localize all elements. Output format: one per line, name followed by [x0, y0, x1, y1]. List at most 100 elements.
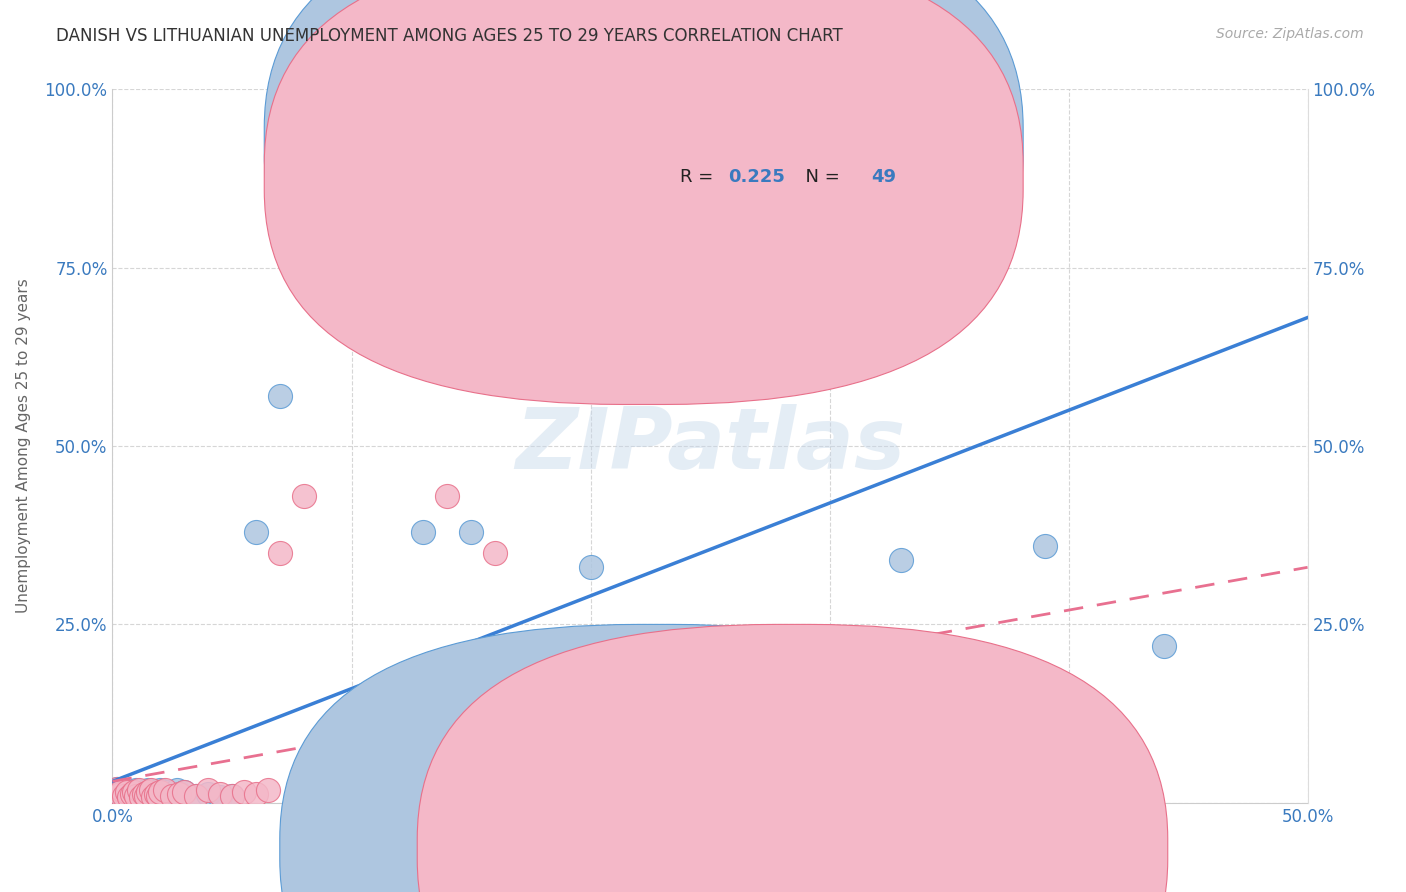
- Point: [142, 790, 165, 805]
- Point: [111, 783, 134, 797]
- Point: [543, 653, 565, 667]
- Point: [818, 789, 841, 803]
- Text: Source: ZipAtlas.com: Source: ZipAtlas.com: [1216, 27, 1364, 41]
- Point: [496, 639, 519, 653]
- Point: [135, 789, 157, 803]
- Point: [139, 783, 162, 797]
- Point: [153, 789, 176, 803]
- Point: [128, 790, 150, 805]
- Point: [352, 103, 374, 118]
- Point: [114, 789, 135, 803]
- Text: 49: 49: [872, 168, 897, 186]
- Point: [108, 785, 131, 799]
- Point: [616, 789, 638, 803]
- Point: [257, 783, 280, 797]
- Point: [111, 789, 134, 803]
- Point: [245, 787, 267, 801]
- Point: [209, 787, 232, 801]
- Point: [122, 789, 145, 803]
- Point: [122, 785, 145, 799]
- Point: [173, 785, 195, 799]
- Point: [118, 790, 141, 805]
- Point: [121, 785, 143, 799]
- Text: N =: N =: [793, 132, 845, 150]
- Point: [890, 785, 912, 799]
- Point: [125, 789, 148, 803]
- Point: [115, 785, 138, 799]
- Point: [142, 787, 165, 801]
- Point: [138, 783, 160, 797]
- Point: [460, 524, 482, 539]
- FancyBboxPatch shape: [280, 624, 1031, 892]
- Point: [146, 789, 169, 803]
- Point: [221, 789, 243, 803]
- Text: N =: N =: [793, 168, 845, 186]
- Point: [135, 789, 157, 803]
- Point: [890, 553, 912, 567]
- Point: [412, 789, 434, 803]
- Point: [129, 790, 152, 805]
- Point: [579, 560, 602, 574]
- Point: [723, 789, 745, 803]
- Point: [105, 781, 128, 796]
- Point: [149, 783, 172, 797]
- Point: [152, 787, 174, 801]
- Point: [364, 789, 387, 803]
- Text: 42: 42: [872, 132, 897, 150]
- Point: [132, 785, 155, 799]
- FancyBboxPatch shape: [264, 0, 1024, 368]
- Text: ZIPatlas: ZIPatlas: [515, 404, 905, 488]
- Point: [173, 785, 195, 799]
- Point: [139, 790, 162, 805]
- Point: [169, 787, 191, 801]
- Point: [269, 389, 291, 403]
- Point: [245, 524, 267, 539]
- Point: [162, 789, 183, 803]
- Point: [115, 790, 138, 805]
- Text: DANISH VS LITHUANIAN UNEMPLOYMENT AMONG AGES 25 TO 29 YEARS CORRELATION CHART: DANISH VS LITHUANIAN UNEMPLOYMENT AMONG …: [56, 27, 844, 45]
- Text: R =: R =: [681, 168, 718, 186]
- Text: Lithuanians: Lithuanians: [818, 840, 914, 858]
- Point: [121, 787, 143, 801]
- Point: [675, 653, 697, 667]
- Point: [197, 787, 219, 801]
- Point: [1153, 639, 1175, 653]
- Point: [579, 667, 602, 681]
- Point: [125, 783, 148, 797]
- Point: [138, 785, 160, 799]
- Point: [233, 785, 256, 799]
- Text: Danes: Danes: [681, 840, 733, 858]
- Point: [950, 789, 973, 803]
- Text: R =: R =: [681, 132, 718, 150]
- Point: [118, 787, 141, 801]
- Point: [436, 489, 458, 503]
- Point: [1033, 539, 1056, 553]
- Point: [770, 787, 793, 801]
- Point: [388, 787, 411, 801]
- Point: [484, 546, 506, 560]
- Point: [221, 789, 243, 803]
- Point: [145, 785, 167, 799]
- Point: [128, 783, 150, 797]
- Point: [114, 783, 135, 797]
- Point: [340, 785, 363, 799]
- Y-axis label: Unemployment Among Ages 25 to 29 years: Unemployment Among Ages 25 to 29 years: [15, 278, 31, 614]
- Point: [153, 783, 176, 797]
- Point: [162, 787, 183, 801]
- Point: [197, 783, 219, 797]
- Point: [145, 787, 167, 801]
- Point: [132, 787, 155, 801]
- Point: [129, 787, 152, 801]
- Point: [209, 790, 232, 805]
- Point: [156, 785, 179, 799]
- Point: [316, 789, 339, 803]
- FancyBboxPatch shape: [264, 0, 1024, 404]
- Text: 0.225: 0.225: [728, 168, 785, 186]
- Point: [186, 789, 208, 803]
- Text: 0.396: 0.396: [728, 132, 785, 150]
- Point: [186, 789, 208, 803]
- Point: [169, 789, 191, 803]
- Point: [105, 781, 128, 796]
- Point: [651, 785, 673, 799]
- Point: [108, 787, 131, 801]
